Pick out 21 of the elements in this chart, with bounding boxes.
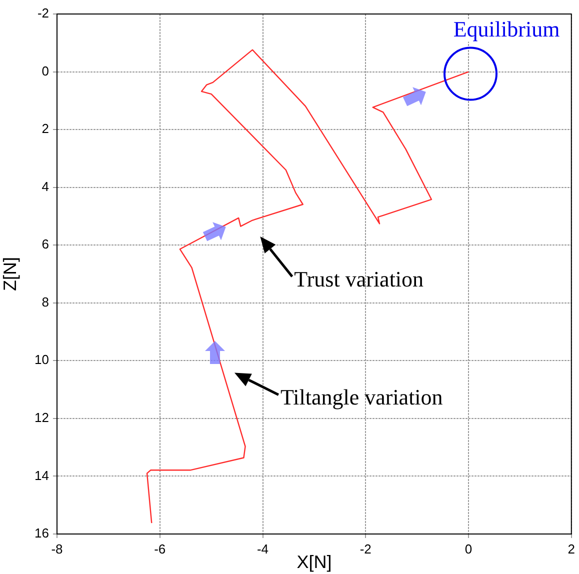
- x-tick-label: 0: [464, 541, 472, 556]
- x-tick-label: 2: [568, 541, 575, 556]
- annotation: Trust variation: [294, 266, 424, 292]
- x-tick-label: -2: [360, 541, 372, 556]
- y-tick-label: 8: [42, 294, 49, 310]
- annotation: Tiltangle variation: [280, 384, 443, 410]
- x-axis-title: X[N]: [296, 552, 332, 572]
- y-tick-label: 4: [42, 178, 49, 194]
- y-tick-label: 16: [34, 526, 49, 541]
- x-tick-label: -4: [256, 541, 269, 556]
- x-tick-label: -8: [51, 541, 63, 556]
- y-tick-label: 12: [34, 410, 49, 426]
- y-tick-label: 0: [42, 63, 49, 78]
- annotation: Equilibrium: [453, 16, 560, 42]
- x-tick-label: -6: [154, 541, 166, 556]
- y-tick-label: 14: [34, 468, 49, 483]
- y-tick-label: -2: [37, 6, 49, 21]
- y-tick-label: 2: [42, 121, 49, 136]
- y-tick-label: 6: [42, 236, 49, 252]
- y-tick-label: 10: [34, 352, 49, 368]
- y-axis-title: Z[N]: [0, 257, 20, 291]
